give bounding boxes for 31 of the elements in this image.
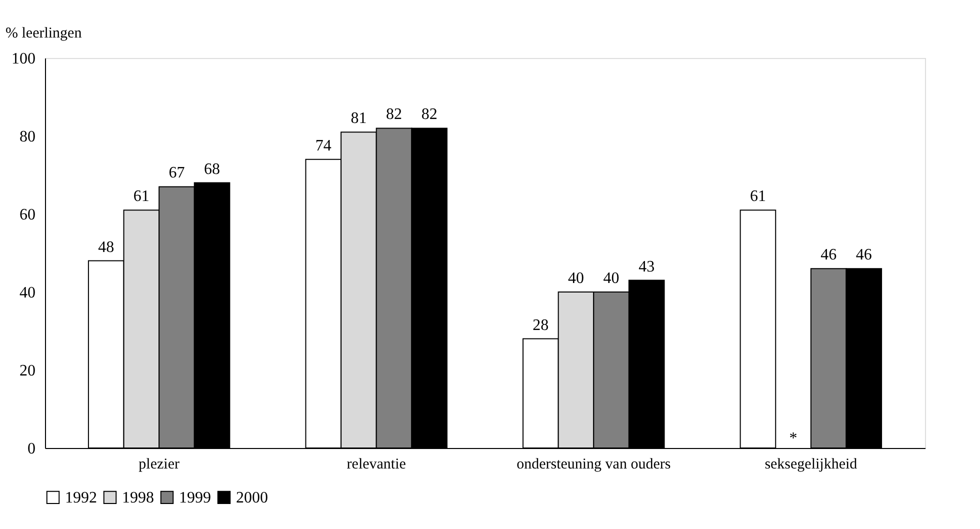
x-tick-label: seksegelijkheid bbox=[764, 456, 858, 472]
y-tick-label: 60 bbox=[20, 206, 36, 224]
y-tick-label: 20 bbox=[20, 362, 36, 380]
data-label: 48 bbox=[98, 238, 114, 256]
legend-label: 1999 bbox=[179, 489, 211, 506]
data-label: 81 bbox=[350, 110, 367, 128]
y-tick-label: 40 bbox=[20, 284, 36, 302]
annotation: * bbox=[789, 430, 798, 447]
data-label: 61 bbox=[750, 188, 766, 206]
y-tick-label: 80 bbox=[20, 128, 36, 146]
y-axis-title: % leerlingen bbox=[6, 26, 82, 42]
y-tick-label: 100 bbox=[12, 50, 36, 68]
legend-label: 1992 bbox=[65, 489, 97, 506]
data-label: 61 bbox=[133, 188, 150, 206]
data-label: 82 bbox=[421, 106, 438, 124]
data-label: 28 bbox=[532, 316, 549, 334]
data-label: 82 bbox=[386, 106, 402, 124]
data-label: 40 bbox=[603, 270, 620, 287]
x-tick-label: plezier bbox=[138, 456, 180, 472]
legend-label: 1998 bbox=[122, 489, 154, 506]
data-label: 40 bbox=[568, 270, 584, 287]
y-tick-label: 0 bbox=[28, 440, 36, 458]
data-label: 43 bbox=[638, 258, 655, 276]
x-tick-label: ondersteuning van ouders bbox=[516, 456, 671, 472]
data-label: 67 bbox=[168, 164, 185, 182]
data-label: 68 bbox=[204, 160, 220, 178]
x-tick-label: relevantie bbox=[346, 456, 406, 472]
data-label: 74 bbox=[315, 137, 332, 154]
data-label: 46 bbox=[820, 246, 837, 264]
data-label: 46 bbox=[856, 246, 872, 264]
legend-label: 2000 bbox=[236, 489, 268, 506]
